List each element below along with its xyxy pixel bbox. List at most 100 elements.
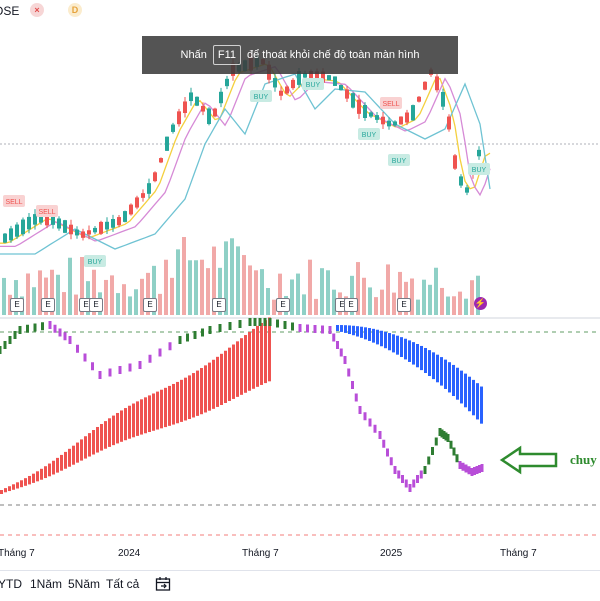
volume-bar [362, 277, 366, 315]
volume-bar [80, 256, 84, 315]
candle-body [339, 85, 343, 91]
candle-body [441, 91, 445, 107]
indicator-dot [467, 466, 471, 475]
indicator-bar-red [176, 381, 179, 424]
indicator-dot [444, 432, 448, 441]
candle-body [423, 81, 427, 90]
candle-body [147, 183, 151, 194]
toast-key: F11 [212, 45, 241, 65]
indicator-dot [473, 467, 476, 475]
candle-body [21, 219, 25, 235]
earnings-event-marker[interactable]: E [397, 298, 411, 312]
indicator-dot [397, 470, 401, 479]
indicator-bar-blue [436, 354, 439, 383]
indicator-dot [18, 326, 22, 334]
candle-body [387, 120, 391, 127]
x-axis-tick: 2025 [380, 548, 403, 559]
indicator-dot [373, 424, 377, 433]
sell-signal-label: SELL [36, 205, 58, 217]
indicator-bar-blue [476, 383, 479, 420]
timeframe-badge[interactable]: D [68, 3, 82, 17]
earnings-event-marker[interactable]: E [143, 298, 157, 312]
candle-body [315, 71, 319, 82]
earnings-event-marker[interactable]: E [89, 298, 103, 312]
x-axis-tick: Tháng 7 [0, 548, 35, 559]
calendar-range-icon[interactable] [155, 576, 171, 592]
volume-bar [2, 277, 6, 315]
indicator-dot [446, 434, 450, 442]
range-ytd-button[interactable]: YTD [0, 577, 22, 591]
candle-body [225, 78, 229, 87]
indicator-bar-red [136, 401, 139, 436]
indicator-dot [33, 323, 37, 332]
indicator-bar-blue [368, 328, 371, 341]
candle-body [177, 111, 181, 125]
svg-text:BUY: BUY [254, 94, 269, 101]
indicator-dot [368, 418, 372, 427]
indicator-dot [263, 318, 267, 326]
toast-suffix: để thoát khỏi chế độ toàn màn hình [246, 49, 420, 61]
volume-bar [398, 271, 402, 315]
indicator-dot [48, 321, 52, 329]
candle-body [411, 105, 415, 121]
candle-body [435, 76, 439, 91]
volume-bar [272, 299, 276, 315]
indicator-dot [389, 457, 393, 466]
indicator-dot [434, 437, 438, 446]
indicator-bar-blue [420, 345, 423, 371]
candle-body [69, 224, 73, 235]
earnings-event-marker[interactable]: E [10, 298, 24, 312]
indicator-dot [461, 462, 465, 471]
indicator-dot [276, 319, 279, 328]
range-all-button[interactable]: Tất cả [106, 577, 140, 591]
volume-bar [92, 269, 96, 315]
candle-body [393, 121, 397, 126]
volume-bar [146, 272, 150, 315]
indicator-bar-blue [432, 352, 435, 380]
volume-bar [428, 284, 432, 315]
ma-line-slow [0, 73, 491, 255]
indicator-dot [431, 447, 434, 455]
indicator-dot [158, 348, 162, 357]
earnings-event-marker[interactable]: E [344, 298, 358, 312]
earnings-event-marker[interactable]: E [212, 298, 226, 312]
indicator-dot [416, 475, 419, 483]
indicator-bar-red [84, 436, 87, 459]
candle-body [351, 93, 355, 108]
indicator-bar-red [32, 473, 35, 483]
range-1y-button[interactable]: 1Năm [30, 577, 63, 591]
indicator-dot [393, 466, 397, 474]
volume-bar [212, 246, 216, 315]
indicator-dot [475, 466, 479, 474]
candle-body [99, 221, 103, 234]
candle-body [465, 187, 469, 193]
volume-bar [410, 278, 414, 315]
buy-signal-label: BUY [84, 255, 106, 267]
indicator-dot [347, 368, 351, 377]
candle-body [279, 90, 283, 96]
indicator-dot [343, 356, 347, 364]
close-x-icon[interactable]: × [30, 3, 44, 17]
indicator-dot [336, 341, 339, 349]
indicator-bar-blue [452, 364, 455, 397]
volume-bar [176, 249, 180, 315]
indicator-bar-red [72, 445, 75, 465]
lightning-icon[interactable]: ⚡ [474, 297, 487, 310]
indicator-bar-blue [412, 342, 415, 365]
x-axis-tick: 2024 [118, 548, 141, 559]
candle-body [129, 204, 133, 215]
indicator-dot [253, 318, 257, 326]
volume-bar [350, 275, 354, 315]
volume-bar [140, 278, 144, 315]
earnings-event-marker[interactable]: E [41, 298, 55, 312]
indicator-bar-red [224, 350, 227, 403]
toast-prefix: Nhấn [180, 49, 207, 61]
indicator-bar-red [268, 317, 271, 382]
earnings-event-marker[interactable]: E [276, 298, 290, 312]
candle-body [27, 216, 31, 230]
ticker-symbol[interactable]: OSE [0, 4, 20, 18]
range-5y-button[interactable]: 5Năm [68, 577, 101, 591]
volume-bar [458, 291, 462, 315]
indicator-dot [412, 479, 416, 488]
